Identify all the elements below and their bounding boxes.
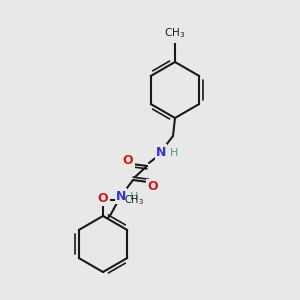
Text: N: N (156, 146, 166, 158)
Text: O: O (98, 191, 108, 205)
Text: O: O (123, 154, 133, 166)
Text: CH$_3$: CH$_3$ (164, 26, 186, 40)
Text: H: H (130, 192, 138, 202)
Text: H: H (170, 148, 178, 158)
Text: CH$_3$: CH$_3$ (124, 193, 144, 207)
Text: O: O (148, 181, 158, 194)
Text: N: N (116, 190, 126, 202)
